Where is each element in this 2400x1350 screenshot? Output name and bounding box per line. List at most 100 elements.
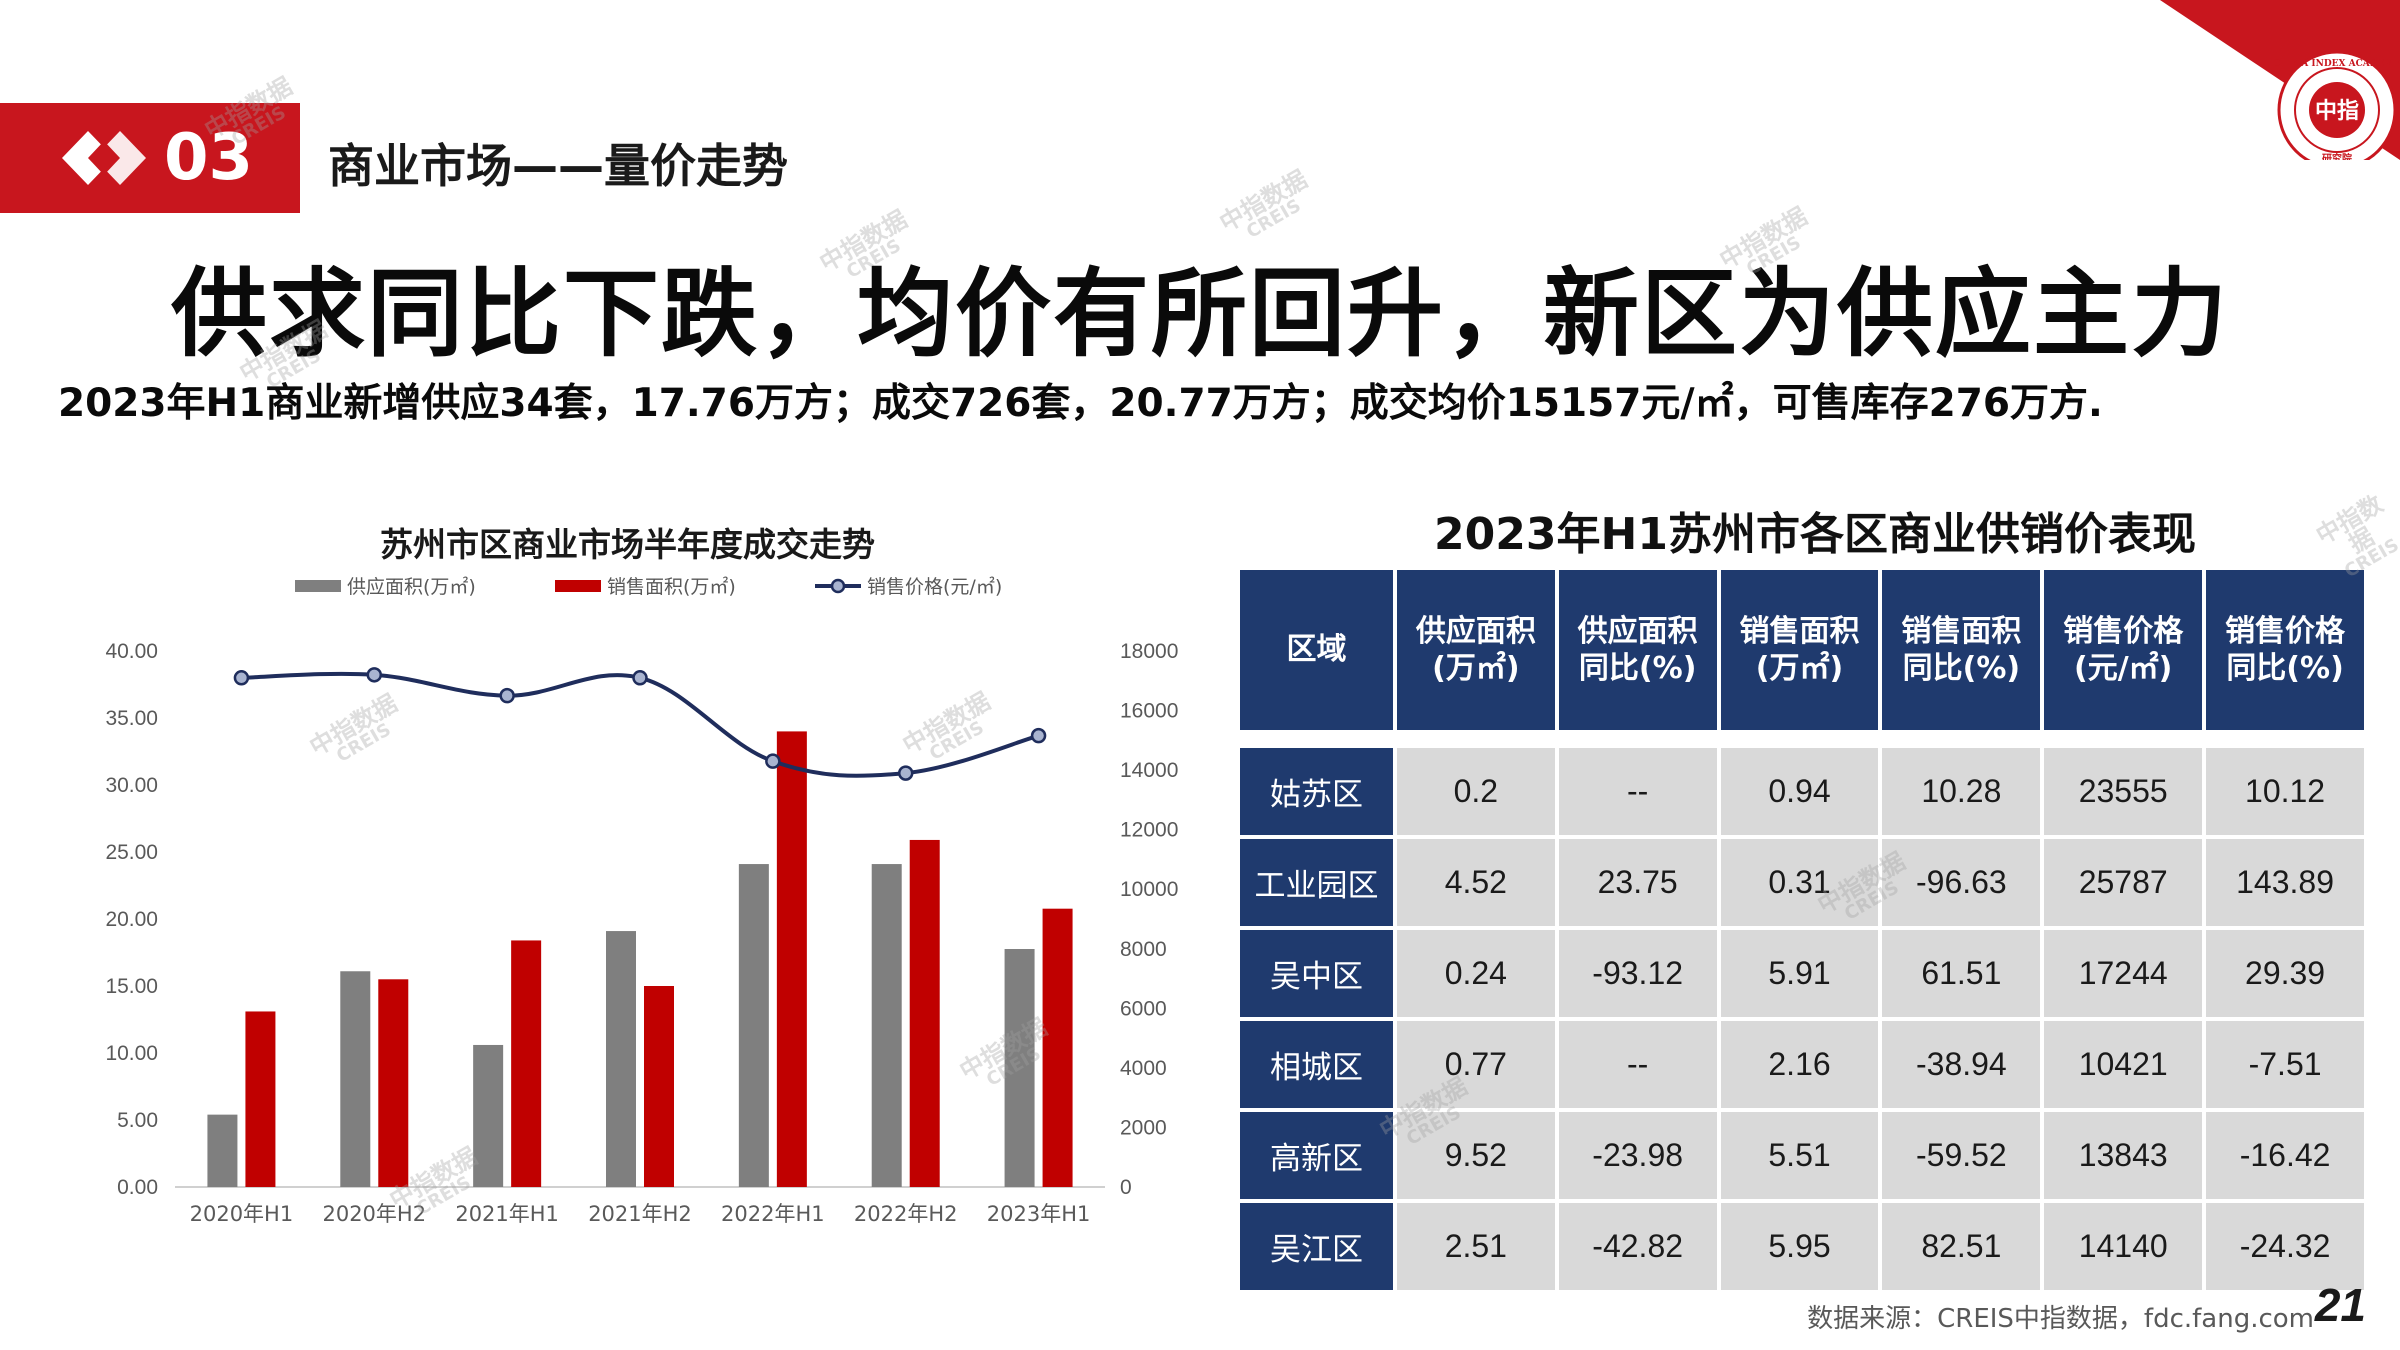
cell-price-yoy: -7.51 <box>2206 1021 2364 1108</box>
y-left-tick-label: 25.00 <box>105 841 158 864</box>
page-headline: 供求同比下跌，均价有所回升，新区为供应主力 <box>171 258 2229 370</box>
cell-sales-area: 0.94 <box>1720 748 1879 835</box>
cell-district: 工业园区 <box>1240 839 1393 926</box>
sales-bar <box>909 839 940 1187</box>
cell-supply-area: 4.52 <box>1396 839 1555 926</box>
sales-bar <box>245 1011 276 1187</box>
y-right-tick-label: 14000 <box>1120 759 1178 782</box>
price-point <box>632 670 648 686</box>
col-header-price-yoy: 销售价格 同比(%) <box>2206 570 2364 730</box>
legend-price-marker <box>830 578 846 594</box>
cell-district: 相城区 <box>1240 1021 1393 1108</box>
cell-price: 10421 <box>2044 1021 2203 1108</box>
y-right-tick-label: 2000 <box>1120 1116 1167 1139</box>
cell-sales-area: 5.95 <box>1720 1203 1879 1290</box>
corner-logo: 中指 CHINA INDEX ACADEMY 研究院 <box>2160 0 2400 160</box>
cell-price: 13843 <box>2044 1112 2203 1199</box>
cell-sales-yoy: 10.28 <box>1882 748 2041 835</box>
cell-price-yoy: 10.12 <box>2206 748 2364 835</box>
cell-sales-yoy: -96.63 <box>1882 839 2041 926</box>
price-point <box>765 753 781 769</box>
table-row: 高新区 9.52 -23.98 5.51 -59.52 13843 -16.42 <box>1240 1112 2364 1199</box>
y-right-tick-label: 0 <box>1120 1176 1132 1199</box>
cell-supply-area: 9.52 <box>1396 1112 1555 1199</box>
cell-price-yoy: 29.39 <box>2206 930 2364 1017</box>
cell-sales-area: 5.51 <box>1720 1112 1879 1199</box>
cell-sales-yoy: -59.52 <box>1882 1112 2041 1199</box>
table-title: 2023年H1苏州市各区商业供销价表现 <box>1434 509 2196 560</box>
sales-bar <box>378 979 409 1187</box>
x-tick-label: 2022年H1 <box>721 1202 825 1226</box>
y-right-tick-label: 16000 <box>1120 700 1178 723</box>
sales-bar <box>511 940 542 1187</box>
cell-sales-yoy: -38.94 <box>1882 1021 2041 1108</box>
y-right-tick-label: 8000 <box>1120 938 1167 961</box>
page-number: 21 <box>2314 1279 2366 1331</box>
supply-bar <box>871 864 902 1187</box>
legend-label: 供应面积(万㎡) <box>347 575 476 598</box>
col-header-district: 区域 <box>1240 570 1393 730</box>
cell-supply-area: 2.51 <box>1396 1203 1555 1290</box>
cell-district: 高新区 <box>1240 1112 1393 1199</box>
cell-supply-area: 0.77 <box>1396 1021 1555 1108</box>
y-left-tick-label: 0.00 <box>117 1176 158 1199</box>
data-source: 数据来源：CREIS中指数据，fdc.fang.com <box>1807 1304 2314 1334</box>
col-header-sales-area: 销售面积 (万㎡) <box>1720 570 1879 730</box>
supply-bar <box>738 864 769 1187</box>
y-left-tick-label: 40.00 <box>105 640 158 663</box>
table-row: 工业园区 4.52 23.75 0.31 -96.63 25787 143.89 <box>1240 839 2364 926</box>
combo-chart: 0.00 5.00 10.00 15.00 20.00 25.00 30.00 35.00 40… <box>105 575 1178 1226</box>
cell-district: 吴中区 <box>1240 930 1393 1017</box>
supply-bar <box>606 931 636 1187</box>
cell-supply-yoy: -42.82 <box>1558 1203 1717 1290</box>
y-left-tick-label: 5.00 <box>117 1109 158 1132</box>
cell-supply-area: 0.2 <box>1396 748 1555 835</box>
price-point <box>1030 727 1047 744</box>
cell-sales-area: 5.91 <box>1720 930 1879 1017</box>
sales-bar <box>776 731 807 1187</box>
district-table: 区域 供应面积 (万㎡) 供应面积 同比(%) 销售面积 (万㎡) 销售面积 同比(%)… <box>1236 566 2368 1294</box>
cell-price: 23555 <box>2044 748 2203 835</box>
chart-title: 苏州市区商业市场半年度成交走势 <box>380 525 875 564</box>
cell-supply-yoy: 23.75 <box>1558 839 1717 926</box>
cell-supply-yoy: -23.98 <box>1558 1112 1717 1199</box>
supply-bar <box>207 1114 238 1187</box>
cell-sales-yoy: 61.51 <box>1882 930 2041 1017</box>
cell-sales-yoy: 82.51 <box>1882 1203 2041 1290</box>
y-left-tick-label: 35.00 <box>105 707 158 730</box>
legend-sales-swatch <box>555 580 601 592</box>
x-tick-label: 2021年H2 <box>588 1202 692 1226</box>
y-left-tick-label: 10.00 <box>105 1042 158 1065</box>
col-header-sales-yoy: 销售面积 同比(%) <box>1882 570 2041 730</box>
cell-price: 17244 <box>2044 930 2203 1017</box>
cell-supply-yoy: -- <box>1558 1021 1717 1108</box>
y-right-tick-label: 4000 <box>1120 1057 1167 1080</box>
legend-label: 销售价格(元/㎡) <box>867 575 1002 598</box>
col-header-supply-yoy: 供应面积 同比(%) <box>1558 570 1717 730</box>
sales-bar <box>1042 908 1073 1187</box>
price-point <box>897 765 914 781</box>
legend-supply-swatch <box>295 580 341 592</box>
table-row: 相城区 0.77 -- 2.16 -38.94 10421 -7.51 <box>1240 1021 2364 1108</box>
cell-price: 14140 <box>2044 1203 2203 1290</box>
x-tick-label: 2023年H1 <box>987 1202 1091 1226</box>
section-title: 商业市场——量价走势 <box>328 139 788 193</box>
price-point <box>499 687 515 704</box>
price-point <box>233 670 250 686</box>
logo-top-text: CHINA INDEX ACADEMY <box>2273 59 2400 69</box>
table-header-row: 区域 供应面积 (万㎡) 供应面积 同比(%) 销售面积 (万㎡) 销售面积 同比(%)… <box>1240 570 2364 730</box>
cell-district: 吴江区 <box>1240 1203 1393 1290</box>
x-tick-label: 2021年H1 <box>455 1202 559 1226</box>
table-separator <box>1240 734 2364 744</box>
supply-bar <box>1004 949 1035 1187</box>
section-badge: 03 <box>0 103 300 213</box>
legend-label: 销售面积(万㎡) <box>607 575 736 598</box>
logo-center-text: 中指 <box>2315 99 2359 124</box>
table-row: 吴江区 2.51 -42.82 5.95 82.51 14140 -24.32 <box>1240 1203 2364 1290</box>
cell-price: 25787 <box>2044 839 2203 926</box>
y-right-tick-label: 10000 <box>1120 878 1178 901</box>
cell-supply-area: 0.24 <box>1396 930 1555 1017</box>
supply-bar <box>340 971 371 1187</box>
cell-price-yoy: -16.42 <box>2206 1112 2364 1199</box>
cell-price-yoy: 143.89 <box>2206 839 2364 926</box>
